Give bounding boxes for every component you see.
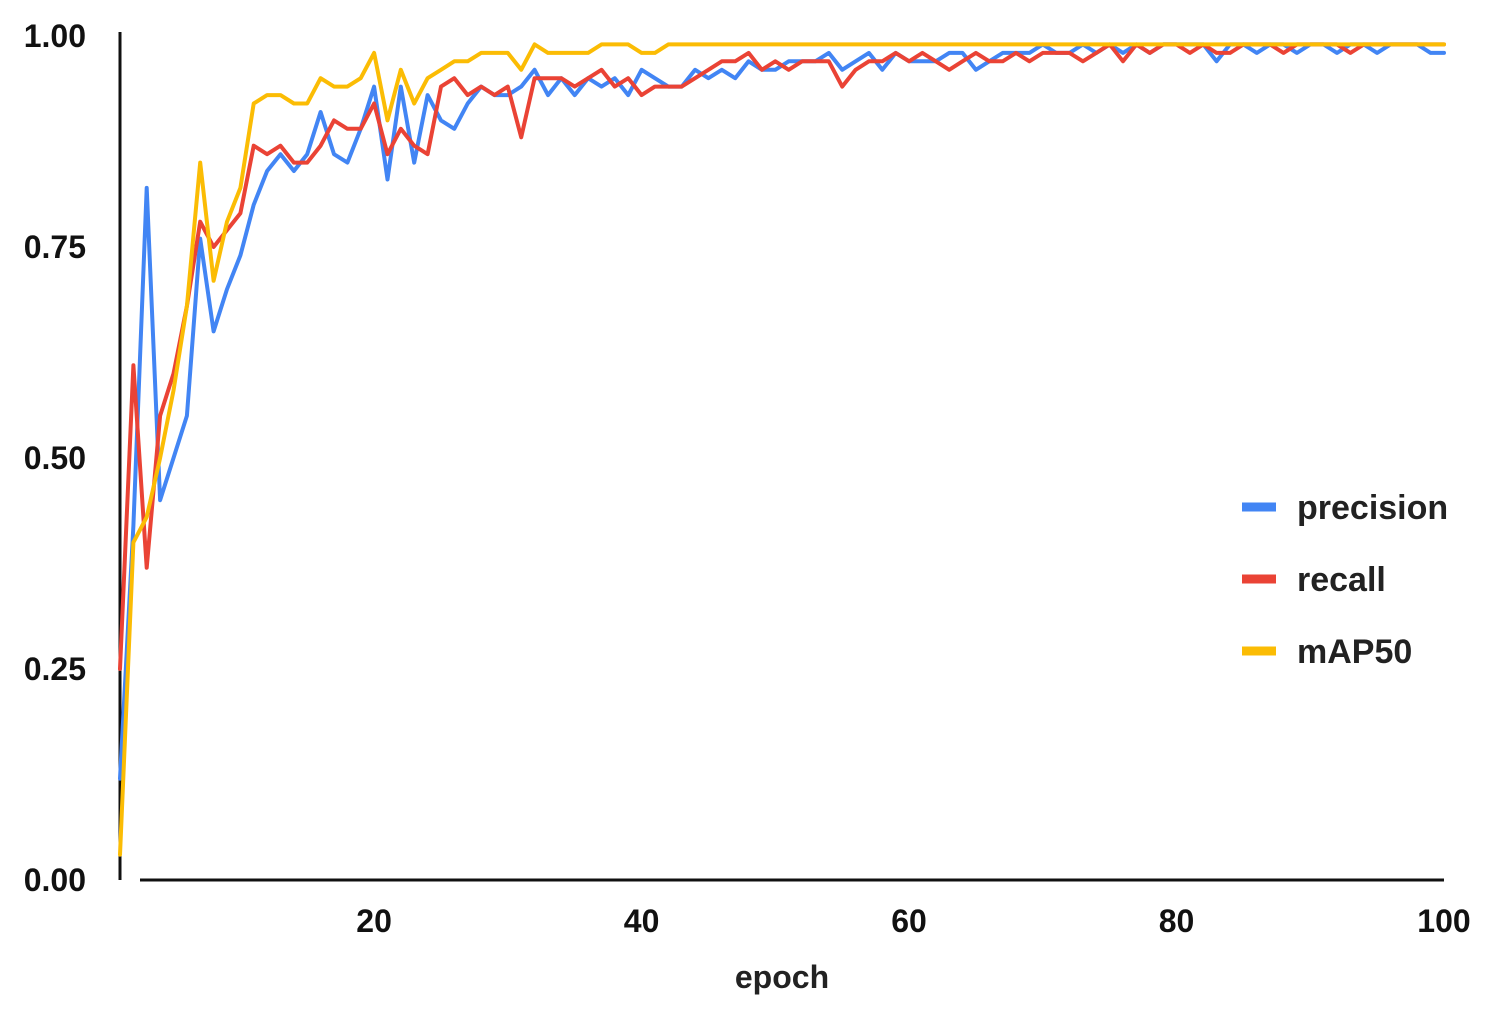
series-line-precision <box>118 42 1446 781</box>
y-axis: 0.00 0.25 0.50 0.75 1.00 <box>24 18 122 898</box>
series-line-map50 <box>118 42 1446 857</box>
y-tick-label: 0.00 <box>24 862 86 898</box>
y-tick-label: 0.50 <box>24 440 86 476</box>
x-tick-label: 40 <box>624 903 660 939</box>
y-tick-label: 0.75 <box>24 229 86 265</box>
x-tick-label: 80 <box>1159 903 1195 939</box>
x-tick-label: 20 <box>356 903 392 939</box>
legend: precision recall mAP50 <box>1242 489 1448 671</box>
x-axis: 20 40 60 80 100 <box>140 878 1471 939</box>
series-line-recall <box>118 42 1446 671</box>
x-axis-title: epoch <box>735 959 829 995</box>
x-tick-label: 100 <box>1417 903 1470 939</box>
x-tick-label: 60 <box>891 903 927 939</box>
legend-label-precision: precision <box>1297 489 1448 527</box>
y-tick-label: 1.00 <box>24 18 86 54</box>
series-lines <box>118 42 1446 857</box>
legend-label-map50: mAP50 <box>1297 633 1412 671</box>
y-tick-label: 0.25 <box>24 651 86 687</box>
legend-label-recall: recall <box>1297 561 1386 599</box>
